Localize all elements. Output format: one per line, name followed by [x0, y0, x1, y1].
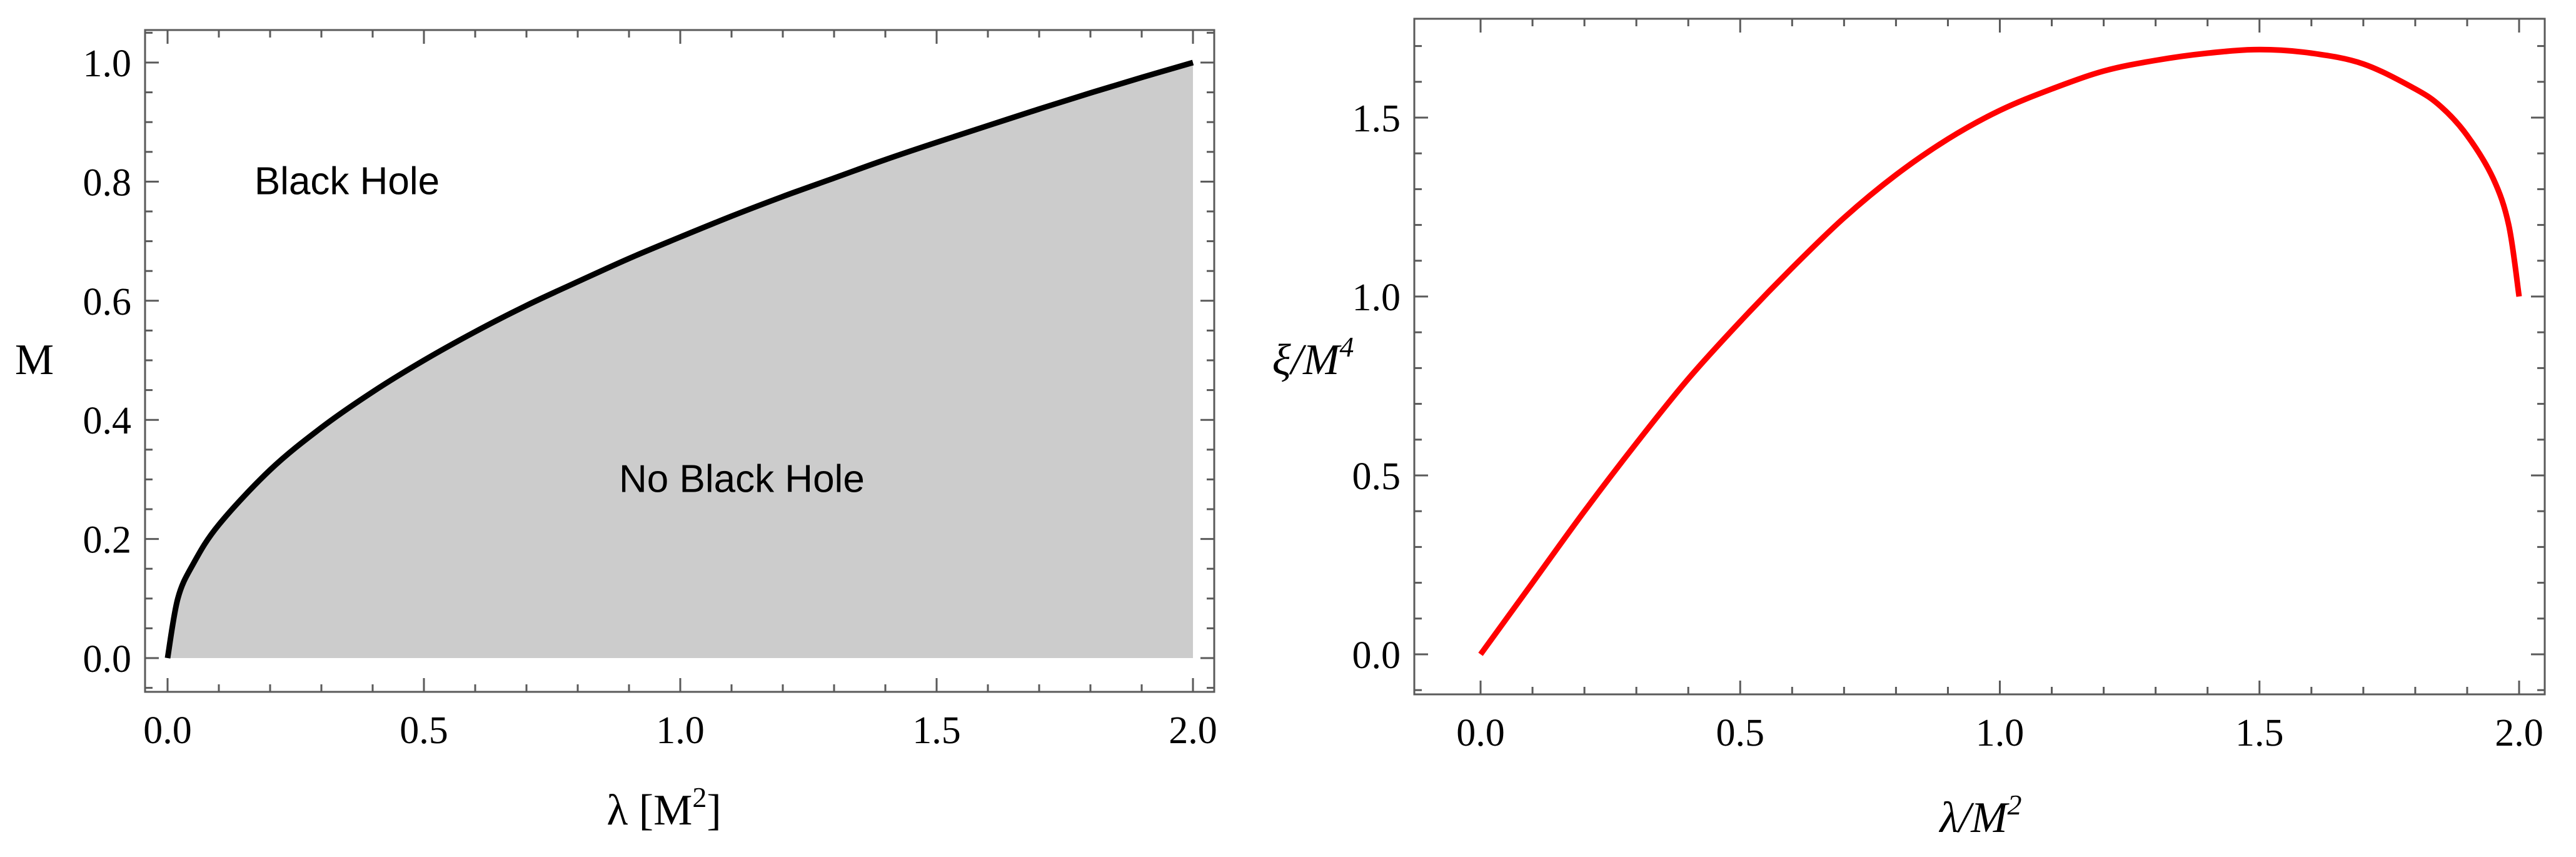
right-x-label-main: λ/M: [1938, 794, 2010, 842]
left-x-tick-label: 1.0: [656, 709, 705, 752]
right-y-label-sup: 4: [1339, 331, 1354, 363]
left-ticks: 0.0 0.5 1.0 1.5 2.0 0.0 0.2 0.4 0.6 0.8 1.0: [83, 30, 1217, 752]
left-x-tick-label: 0.5: [400, 709, 448, 752]
left-y-tick-label: 1.0: [83, 43, 132, 85]
left-x-tick-label: 0.0: [143, 709, 192, 752]
left-chart: 0.0 0.5 1.0 1.5 2.0 0.0 0.2 0.4 0.6 0.8 1.0 Black …: [15, 29, 1217, 834]
right-x-tick-label: 0.0: [1456, 712, 1505, 754]
left-x-axis-label: λ [M2]: [606, 781, 721, 834]
left-x-tick-label: 2.0: [1169, 709, 1217, 752]
right-x-axis-label: λ/M2: [1938, 789, 2021, 842]
right-x-tick-label: 1.0: [1976, 712, 2025, 754]
right-chart: 0.0 0.5 1.0 1.5 2.0 0.0 0.5 1.0 1.5 ξ/M4 λ/M2: [1272, 18, 2546, 842]
left-x-label-main: λ [M: [606, 786, 692, 834]
right-y-tick-label: 0.5: [1352, 455, 1401, 498]
left-y-axis-label: M: [15, 336, 54, 384]
left-boundary-line: [164, 59, 1194, 659]
annotation-no-black-hole: No Black Hole: [619, 457, 865, 500]
left-y-tick-label: 0.8: [83, 161, 132, 204]
left-y-tick-label: 0.6: [83, 281, 132, 323]
right-ticks: 0.0 0.5 1.0 1.5 2.0 0.0 0.5 1.0 1.5: [1352, 19, 2545, 754]
left-y-tick-label: 0.0: [83, 638, 132, 681]
left-x-label-tail: ]: [707, 786, 721, 834]
right-y-label-main: ξ/M: [1272, 336, 1342, 384]
left-y-tick-label: 0.4: [83, 400, 132, 442]
left-x-label-sup: 2: [692, 781, 707, 813]
left-x-tick-label: 1.5: [912, 709, 961, 752]
right-y-tick-label: 0.0: [1352, 634, 1401, 677]
right-x-tick-label: 1.5: [2235, 712, 2284, 754]
annotation-black-hole: Black Hole: [254, 160, 440, 203]
right-x-tick-label: 0.5: [1716, 712, 1765, 754]
right-y-tick-label: 1.5: [1352, 98, 1401, 140]
right-x-label-sup: 2: [2008, 789, 2022, 821]
right-series-line: [1478, 46, 2522, 656]
right-plot-frame: [1413, 18, 2546, 696]
right-y-tick-label: 1.0: [1352, 276, 1401, 319]
no-black-hole-region: [168, 63, 1193, 658]
right-x-tick-label: 2.0: [2495, 712, 2543, 754]
left-y-tick-label: 0.2: [83, 519, 132, 562]
right-y-axis-label: ξ/M4: [1272, 331, 1354, 384]
